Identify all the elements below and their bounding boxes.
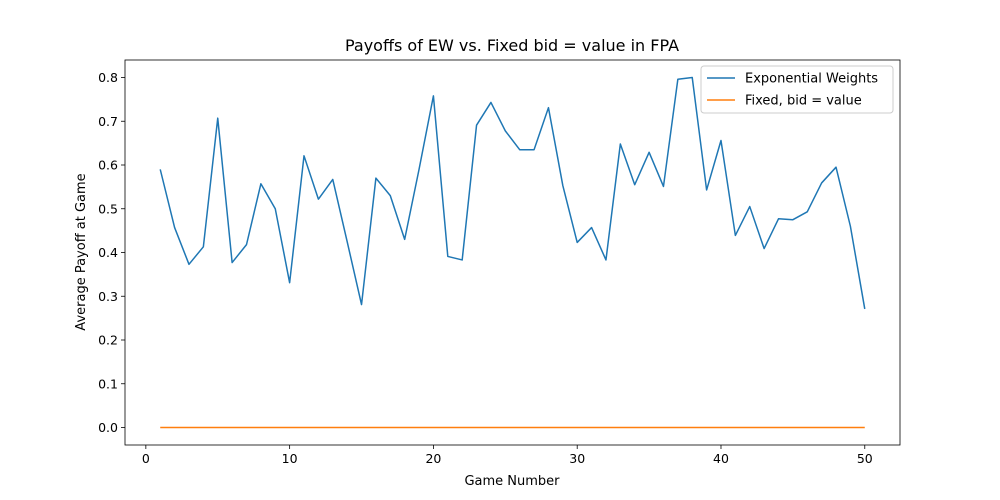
x-tick-label: 40 [713, 451, 729, 466]
y-tick-label: 0.3 [98, 289, 118, 304]
legend-label-1: Exponential Weights [745, 72, 878, 87]
y-tick-label: 0.5 [98, 201, 118, 216]
legend-box [700, 65, 894, 114]
y-tick-label: 0.2 [98, 333, 118, 348]
y-tick-label: 0.0 [98, 420, 118, 435]
plot-frame [124, 59, 901, 446]
x-tick-label: 0 [142, 451, 150, 466]
legend: Exponential Weights Fixed, bid = value [700, 65, 894, 114]
x-tick-label: 20 [425, 451, 441, 466]
y-tick-label: 0.1 [98, 376, 118, 391]
plot-area: 0 10 20 30 40 50 0.0 0.1 0.2 0.3 0.4 0.5 0.6 0.7 0.8 [98, 59, 901, 466]
y-tick-label: 0.8 [98, 70, 118, 85]
x-tick-label: 10 [282, 451, 298, 466]
series-line-1 [159, 76, 866, 310]
y-tick-label: 0.6 [98, 158, 118, 173]
x-tick-label: 30 [569, 451, 585, 466]
y-tick-label: 0.7 [98, 114, 118, 129]
y-axis-label: Average Payoff at Game [74, 173, 89, 330]
x-axis-label: Game Number [464, 474, 560, 489]
x-tick-label: 50 [857, 451, 873, 466]
legend-label-2: Fixed, bid = value [745, 94, 862, 109]
chart-title: Payoffs of EW vs. Fixed bid = value in F… [345, 36, 679, 55]
y-tick-label: 0.4 [98, 245, 118, 260]
